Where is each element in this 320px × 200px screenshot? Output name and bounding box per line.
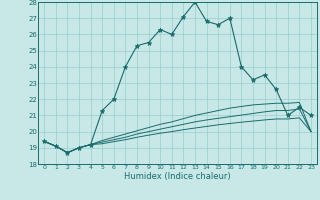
X-axis label: Humidex (Indice chaleur): Humidex (Indice chaleur) <box>124 172 231 181</box>
